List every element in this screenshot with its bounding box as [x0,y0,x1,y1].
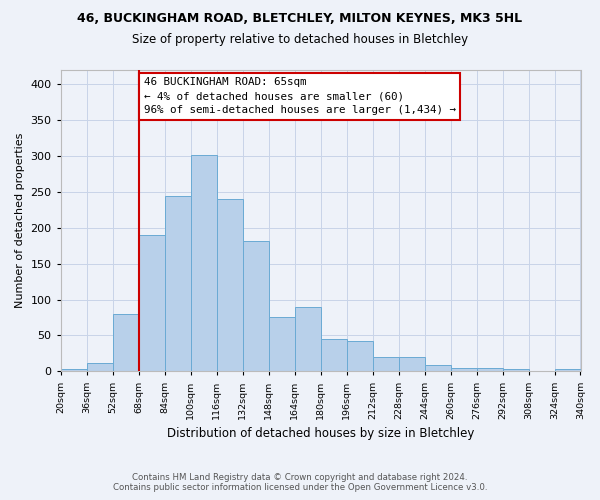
Bar [425,365,451,372]
Bar [476,368,503,372]
Bar [191,154,217,372]
Bar [295,306,320,372]
Text: 46 BUCKINGHAM ROAD: 65sqm
← 4% of detached houses are smaller (60)
96% of semi-d: 46 BUCKINGHAM ROAD: 65sqm ← 4% of detach… [143,77,455,115]
Bar [269,318,295,372]
Y-axis label: Number of detached properties: Number of detached properties [15,133,25,308]
Bar [347,341,373,372]
Bar [373,357,398,372]
Bar [503,369,529,372]
Bar [242,240,269,372]
Text: 46, BUCKINGHAM ROAD, BLETCHLEY, MILTON KEYNES, MK3 5HL: 46, BUCKINGHAM ROAD, BLETCHLEY, MILTON K… [77,12,523,26]
Bar [320,339,347,372]
Bar [554,369,581,372]
Bar [86,362,113,372]
Bar [113,314,139,372]
Bar [451,368,476,372]
Bar [61,369,86,372]
Text: Contains HM Land Registry data © Crown copyright and database right 2024.
Contai: Contains HM Land Registry data © Crown c… [113,473,487,492]
Bar [164,196,191,372]
X-axis label: Distribution of detached houses by size in Bletchley: Distribution of detached houses by size … [167,427,474,440]
Bar [398,357,425,372]
Text: Size of property relative to detached houses in Bletchley: Size of property relative to detached ho… [132,32,468,46]
Bar [139,235,164,372]
Bar [217,199,242,372]
